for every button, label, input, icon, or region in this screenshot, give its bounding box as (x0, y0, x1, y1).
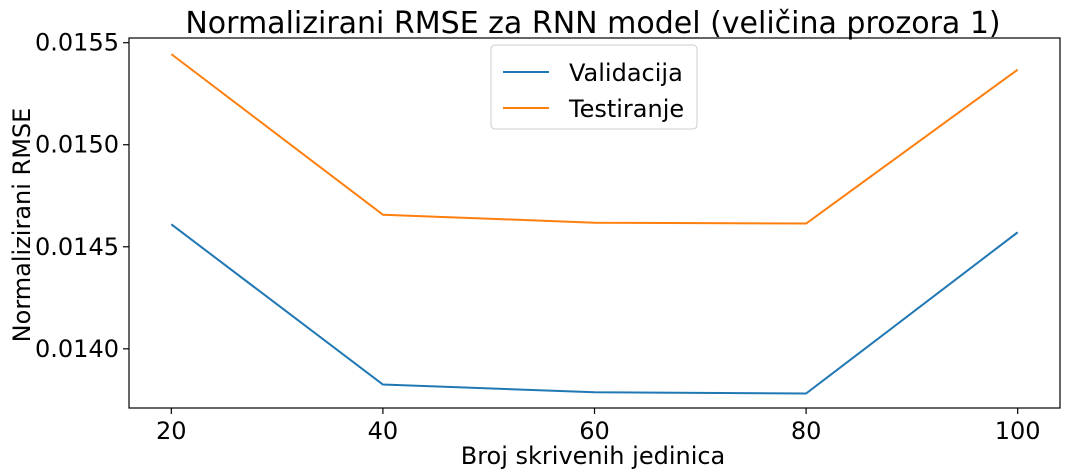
series-line-testiranje (170, 53, 1019, 225)
x-tick-label: 100 (995, 417, 1041, 445)
x-axis: 20 40 60 80 100 (156, 408, 1041, 445)
x-tick-label: 80 (791, 417, 822, 445)
y-tick-label: 0.0140 (35, 335, 119, 363)
x-tick-label: 60 (579, 417, 610, 445)
x-tick-label: 20 (156, 417, 187, 445)
x-tick-label: 40 (368, 417, 399, 445)
legend: Validacija Testiranje (490, 44, 698, 130)
y-axis-label: Normalizirani RMSE (8, 108, 36, 343)
legend-label-testiranje: Testiranje (568, 95, 684, 123)
y-tick-label: 0.0145 (35, 233, 119, 261)
y-tick-label: 0.0150 (35, 131, 119, 159)
chart-title: Normalizirani RMSE za RNN model (veličin… (185, 6, 1000, 41)
legend-label-validacija: Validacija (569, 59, 683, 87)
y-tick-label: 0.0155 (35, 29, 119, 57)
y-axis: 0.0140 0.0145 0.0150 0.0155 (35, 29, 129, 363)
series-line-validacija (170, 223, 1019, 395)
x-axis-label: Broj skrivenih jedinica (461, 442, 726, 470)
series-layer (170, 53, 1019, 395)
